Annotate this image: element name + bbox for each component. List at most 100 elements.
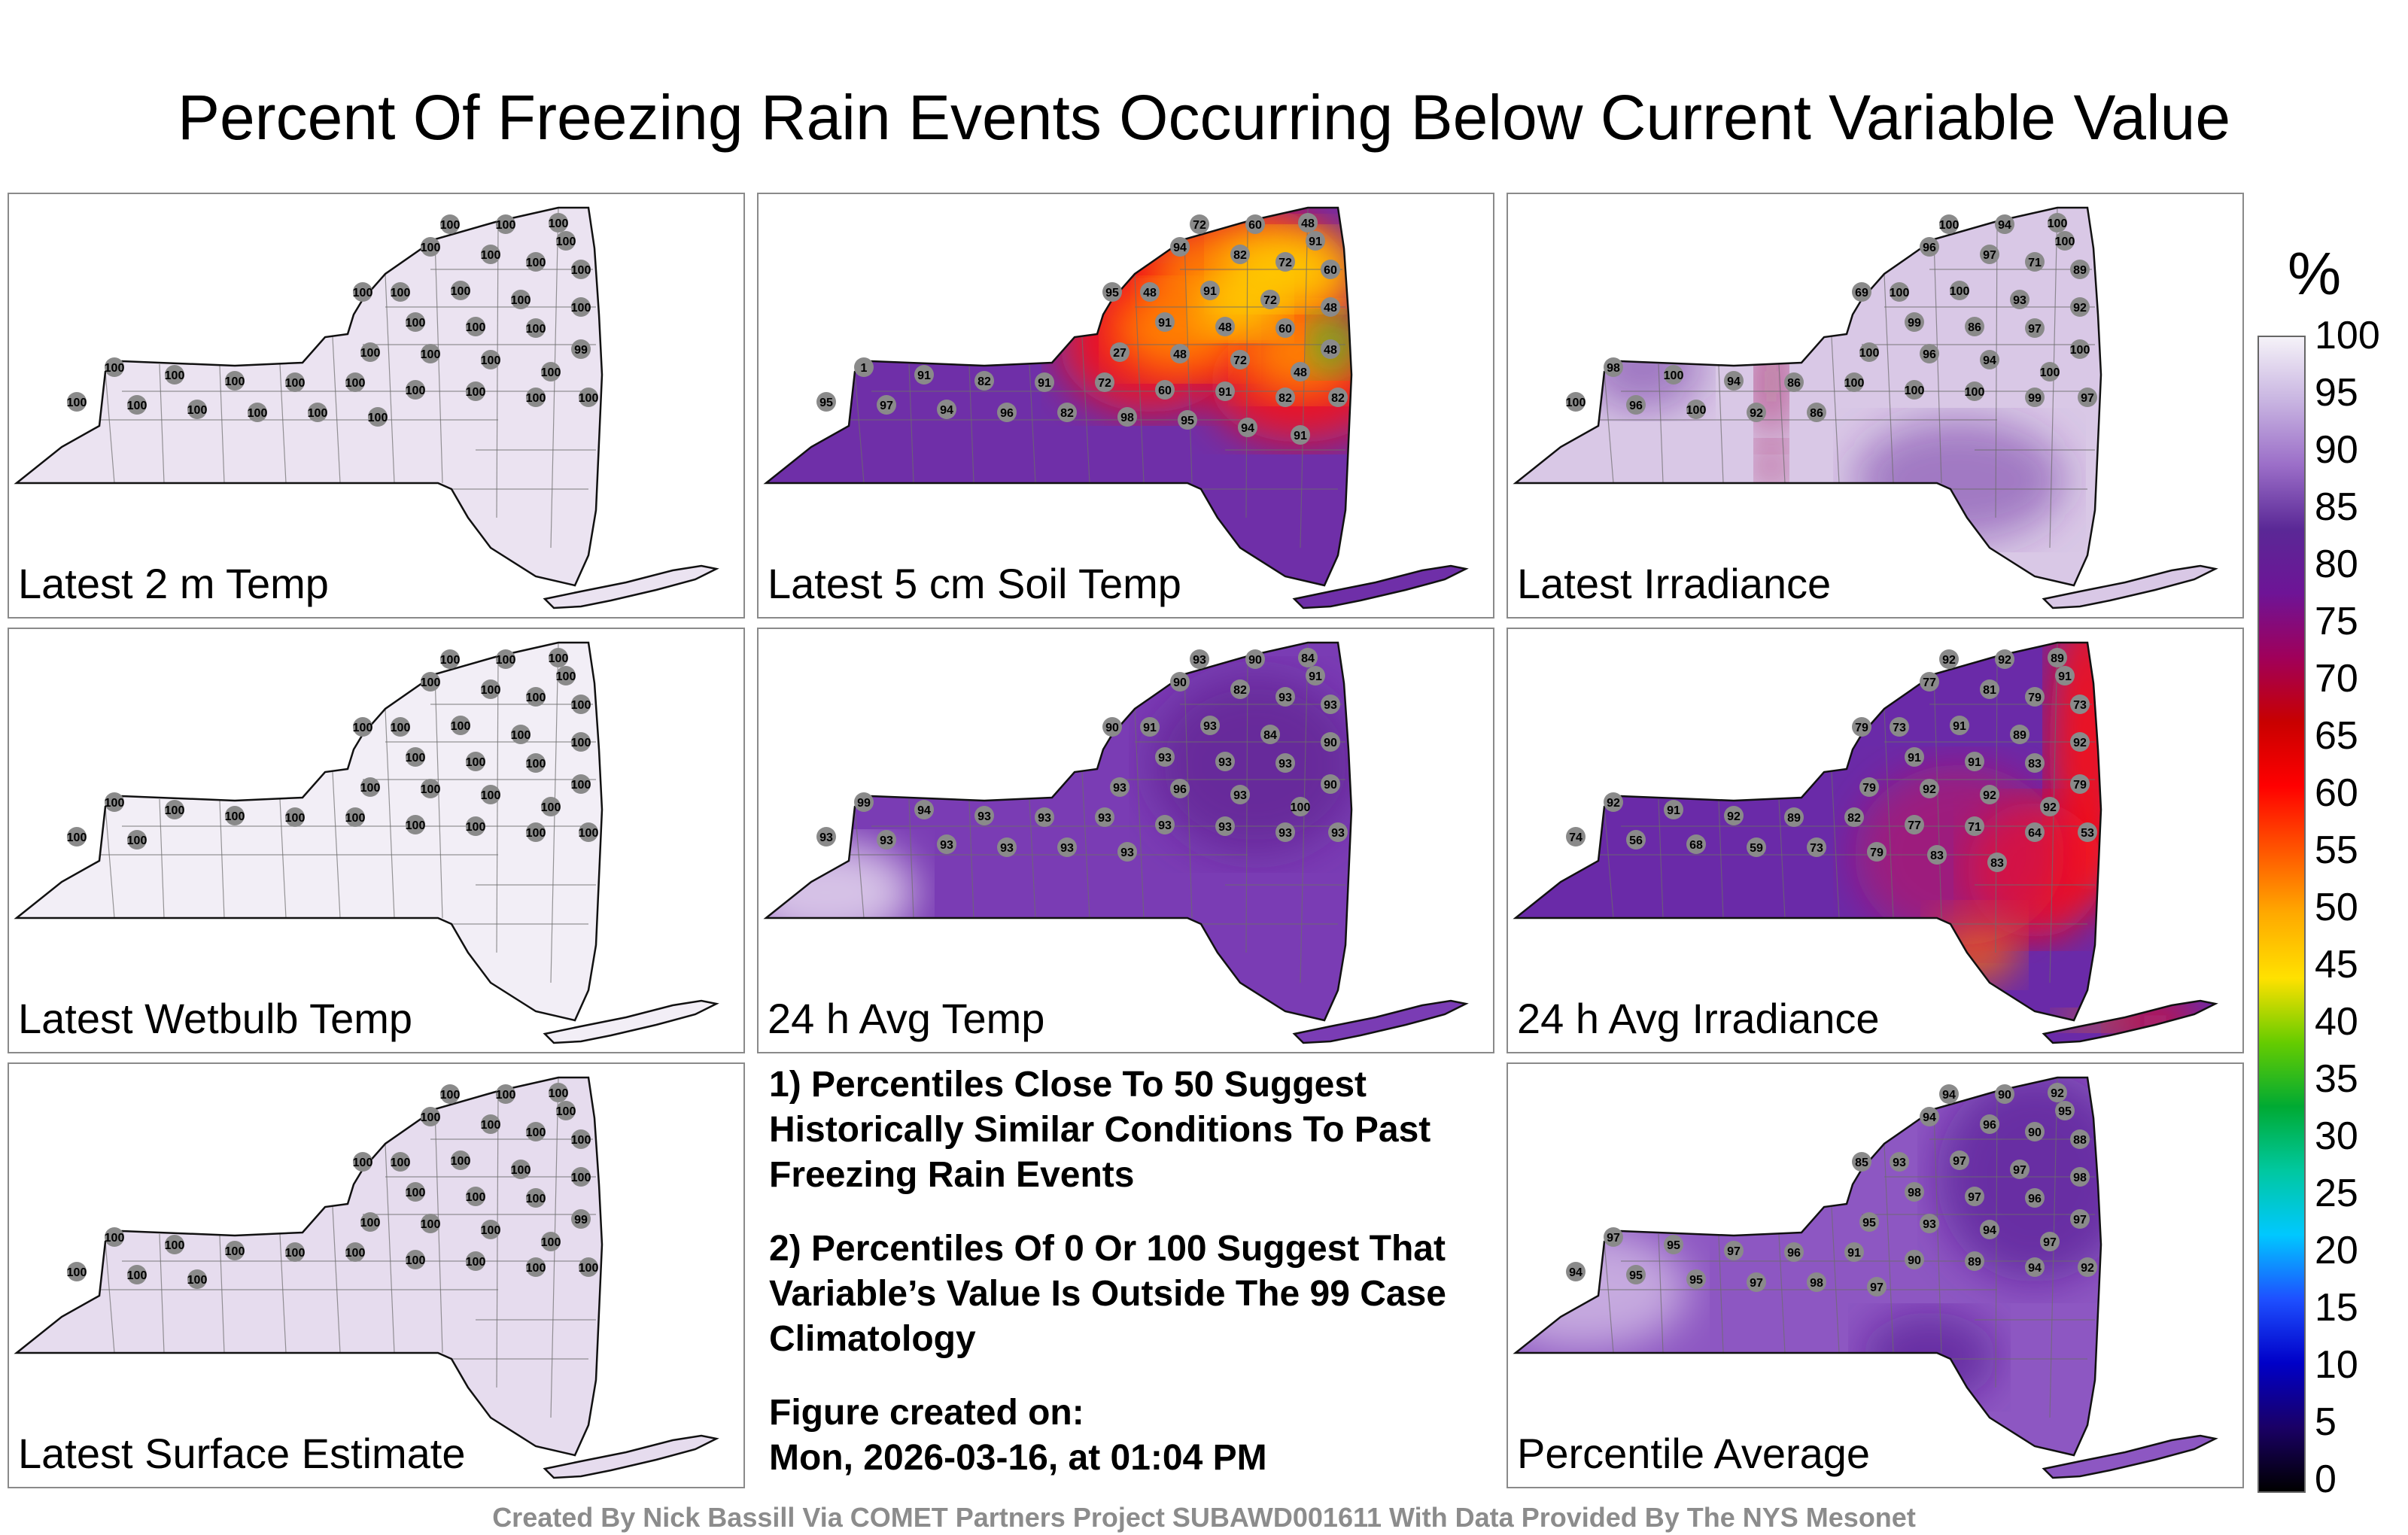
station-dot bbox=[571, 732, 591, 752]
station-dot bbox=[1626, 395, 1646, 415]
station-dot bbox=[1155, 312, 1175, 332]
state-map: 94 90 92 95 94 96 90 88 85 93 97 97 98 98 97 96 97 95 93 94… bbox=[1513, 1076, 2218, 1479]
station-dot bbox=[2070, 774, 2090, 794]
station-value: 93 bbox=[1893, 1157, 1906, 1169]
station-dot bbox=[1859, 342, 1879, 362]
station-marker: 83 bbox=[1927, 845, 1947, 865]
state-outline bbox=[14, 1076, 604, 1457]
station-marker: 100 bbox=[526, 388, 546, 407]
station-marker: 100 bbox=[127, 1265, 147, 1284]
station-value: 79 bbox=[1855, 722, 1868, 734]
station-value: 93 bbox=[1113, 782, 1126, 795]
station-marker: 72 bbox=[1095, 372, 1114, 392]
station-value: 86 bbox=[1968, 321, 1981, 334]
station-value: 100 bbox=[496, 654, 516, 667]
station-marker: 48 bbox=[1291, 362, 1310, 381]
county-border bbox=[332, 336, 341, 484]
station-value: 100 bbox=[549, 652, 569, 665]
station-value: 100 bbox=[571, 699, 591, 712]
station-marker: 92 bbox=[1724, 806, 1744, 825]
station-marker: 100 bbox=[391, 717, 411, 737]
station-marker: 100 bbox=[511, 725, 531, 744]
state-fill bbox=[17, 1078, 716, 1478]
station-marker: 100 bbox=[391, 1152, 410, 1172]
station-dot bbox=[549, 213, 568, 233]
station-value: 95 bbox=[819, 397, 833, 409]
station-marker: 59 bbox=[1747, 837, 1766, 857]
station-value: 98 bbox=[1120, 412, 1134, 424]
station-dot bbox=[1965, 317, 1984, 336]
county-border bbox=[1995, 1090, 1998, 1388]
station-value: 100 bbox=[1566, 397, 1586, 409]
station-dot bbox=[466, 1187, 485, 1206]
station-value: 100 bbox=[391, 722, 411, 734]
station-value: 100 bbox=[571, 302, 591, 315]
station-marker: 92 bbox=[2048, 1083, 2067, 1102]
station-dot bbox=[466, 816, 485, 836]
station-value: 79 bbox=[1870, 847, 1884, 859]
station-marker: 84 bbox=[1260, 725, 1280, 744]
panel-label: Latest 2 m Temp bbox=[18, 560, 329, 607]
station-marker: 99 bbox=[571, 339, 591, 359]
station-value: 100 bbox=[556, 670, 576, 683]
station-dot bbox=[1215, 752, 1235, 771]
station-marker: 92 bbox=[1920, 779, 1939, 798]
station-dot bbox=[1784, 1242, 1804, 1262]
station-dot bbox=[854, 357, 874, 377]
station-marker: 93 bbox=[1275, 822, 1295, 842]
station-marker: 100 bbox=[391, 282, 410, 302]
station-dot bbox=[1178, 410, 1197, 430]
station-value: 94 bbox=[1569, 1266, 1583, 1279]
station-value: 97 bbox=[2013, 1164, 2026, 1177]
colorbar-tick-label: 50 bbox=[2315, 886, 2358, 929]
station-dot bbox=[1057, 837, 1077, 857]
station-marker: 100 bbox=[187, 400, 207, 419]
station-value: 73 bbox=[1893, 722, 1906, 734]
station-dot bbox=[481, 679, 500, 699]
county-border bbox=[854, 371, 865, 484]
station-marker: 100 bbox=[345, 807, 365, 827]
station-value: 100 bbox=[571, 737, 591, 749]
station-value: 100 bbox=[526, 257, 546, 269]
station-marker: 100 bbox=[406, 747, 425, 767]
station-dot bbox=[1747, 1272, 1766, 1292]
note-1: 1) Percentiles Close To 50 Suggest Histo… bbox=[769, 1065, 1431, 1195]
station-marker: 94 bbox=[1980, 350, 1999, 369]
station-value: 82 bbox=[1278, 392, 1292, 405]
station-value: 94 bbox=[1983, 354, 1996, 367]
station-value: 92 bbox=[1727, 810, 1741, 823]
station-value: 82 bbox=[1233, 684, 1247, 697]
station-dot bbox=[1328, 822, 1348, 842]
station-marker: 90 bbox=[1102, 717, 1122, 737]
station-marker: 100 bbox=[496, 1084, 515, 1104]
station-marker: 100 bbox=[165, 1235, 184, 1254]
station-value: 59 bbox=[1750, 842, 1763, 855]
station-value: 100 bbox=[285, 812, 306, 825]
station-marker: 48 bbox=[1321, 297, 1340, 317]
state-fill bbox=[766, 643, 1466, 1043]
station-dot bbox=[451, 1150, 470, 1170]
station-value: 48 bbox=[1143, 287, 1157, 299]
county-border bbox=[105, 371, 115, 484]
county-border bbox=[968, 365, 974, 484]
station-value: 98 bbox=[1908, 1187, 1921, 1199]
station-dot bbox=[1321, 297, 1340, 317]
station-dot bbox=[1980, 679, 1999, 699]
figure-title: Percent Of Freezing Rain Events Occurrin… bbox=[177, 82, 2231, 153]
station-marker: 100 bbox=[127, 830, 147, 850]
station-marker: 90 bbox=[1321, 774, 1340, 794]
station-value: 100 bbox=[440, 1089, 461, 1102]
station-value: 100 bbox=[368, 412, 388, 424]
station-marker: 93 bbox=[1155, 747, 1175, 767]
station-dot bbox=[1057, 403, 1077, 422]
station-marker: 98 bbox=[1807, 1272, 1826, 1292]
station-marker: 56 bbox=[1626, 830, 1646, 850]
station-dot bbox=[248, 403, 267, 422]
colorbar-tick-label: 95 bbox=[2315, 371, 2358, 415]
station-marker: 53 bbox=[2078, 822, 2097, 842]
station-dot bbox=[571, 260, 591, 279]
station-value: 94 bbox=[940, 404, 953, 417]
station-dot bbox=[421, 672, 440, 692]
station-marker: 68 bbox=[1686, 834, 1706, 854]
station-dot bbox=[481, 1220, 500, 1239]
